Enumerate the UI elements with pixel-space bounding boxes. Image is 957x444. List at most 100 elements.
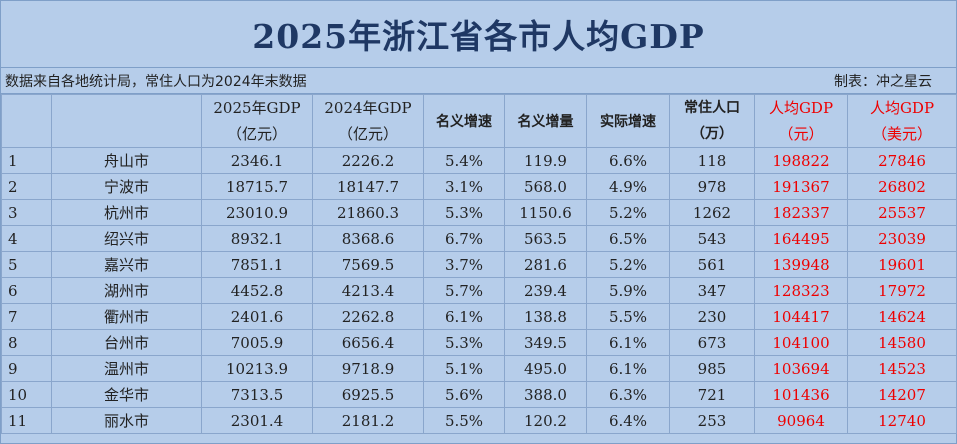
cell-rank: 9 xyxy=(1,355,52,382)
cell-city: 衢州市 xyxy=(51,303,202,330)
cell-gdp-2025: 23010.9 xyxy=(201,199,313,226)
cell-gdp-2024: 6656.4 xyxy=(312,329,424,356)
cell-nominal-increase: 281.6 xyxy=(504,251,587,278)
cell-nominal-increase: 119.9 xyxy=(504,147,587,174)
cell-per-capita-usd: 25537 xyxy=(847,199,957,226)
header-city xyxy=(51,94,202,148)
cell-per-capita-cny: 198822 xyxy=(754,147,848,174)
cell-rank: 10 xyxy=(1,381,52,408)
table-row: 9 温州市 10213.9 9718.9 5.1% 495.0 6.1% 985 103694 1… xyxy=(1,355,957,382)
cell-rank: 2 xyxy=(1,173,52,200)
header-per-capita-cny-label: 人均GDP xyxy=(768,99,834,117)
cell-gdp-2024: 8368.6 xyxy=(312,225,424,252)
cell-per-capita-usd: 14624 xyxy=(847,303,957,330)
header-real-growth: 实际增速 xyxy=(586,94,670,148)
header-population-label: 常住人口 xyxy=(684,100,740,116)
table-row: 1 舟山市 2346.1 2226.2 5.4% 119.9 6.6% 118 198822 27… xyxy=(1,147,957,174)
cell-nominal-increase: 120.2 xyxy=(504,407,587,434)
cell-gdp-2024: 9718.9 xyxy=(312,355,424,382)
cell-gdp-2024: 18147.7 xyxy=(312,173,424,200)
cell-per-capita-cny: 103694 xyxy=(754,355,848,382)
cell-per-capita-cny: 104100 xyxy=(754,329,848,356)
cell-population: 253 xyxy=(669,407,755,434)
table-row: 6 湖州市 4452.8 4213.4 5.7% 239.4 5.9% 347 128323 17… xyxy=(1,277,957,304)
cell-city: 杭州市 xyxy=(51,199,202,226)
cell-rank: 6 xyxy=(1,277,52,304)
cell-nominal-increase: 563.5 xyxy=(504,225,587,252)
cell-per-capita-usd: 14207 xyxy=(847,381,957,408)
cell-nominal-increase: 138.8 xyxy=(504,303,587,330)
cell-per-capita-usd: 14523 xyxy=(847,355,957,382)
cell-real-growth: 5.2% xyxy=(586,251,670,278)
cell-nominal-growth: 5.6% xyxy=(423,381,505,408)
cell-gdp-2025: 2401.6 xyxy=(201,303,313,330)
cell-nominal-growth: 5.4% xyxy=(423,147,505,174)
header-gdp-2025: 2025年GDP （亿元） xyxy=(201,94,313,148)
cell-per-capita-cny: 139948 xyxy=(754,251,848,278)
cell-per-capita-cny: 182337 xyxy=(754,199,848,226)
cell-gdp-2024: 6925.5 xyxy=(312,381,424,408)
cell-per-capita-usd: 12740 xyxy=(847,407,957,434)
table-row: 2 宁波市 18715.7 18147.7 3.1% 568.0 4.9% 978 191367… xyxy=(1,173,957,200)
cell-gdp-2025: 10213.9 xyxy=(201,355,313,382)
cell-real-growth: 5.9% xyxy=(586,277,670,304)
cell-per-capita-usd: 26802 xyxy=(847,173,957,200)
cell-city: 宁波市 xyxy=(51,173,202,200)
cell-city: 舟山市 xyxy=(51,147,202,174)
cell-city: 湖州市 xyxy=(51,277,202,304)
cell-population: 561 xyxy=(669,251,755,278)
header-per-capita-usd-unit: （美元） xyxy=(871,125,932,143)
table-row: 5 嘉兴市 7851.1 7569.5 3.7% 281.6 5.2% 561 139948 19… xyxy=(1,251,957,278)
cell-city: 金华市 xyxy=(51,381,202,408)
cell-gdp-2025: 4452.8 xyxy=(201,277,313,304)
cell-nominal-growth: 3.7% xyxy=(423,251,505,278)
cell-per-capita-usd: 23039 xyxy=(847,225,957,252)
cell-rank: 1 xyxy=(1,147,52,174)
cell-city: 嘉兴市 xyxy=(51,251,202,278)
cell-nominal-growth: 6.7% xyxy=(423,225,505,252)
cell-nominal-growth: 5.7% xyxy=(423,277,505,304)
cell-population: 721 xyxy=(669,381,755,408)
cell-real-growth: 6.1% xyxy=(586,329,670,356)
cell-gdp-2024: 21860.3 xyxy=(312,199,424,226)
header-gdp-2024: 2024年GDP （亿元） xyxy=(312,94,424,148)
cell-nominal-growth: 5.3% xyxy=(423,199,505,226)
cell-nominal-growth: 5.5% xyxy=(423,407,505,434)
cell-gdp-2025: 2346.1 xyxy=(201,147,313,174)
cell-real-growth: 6.5% xyxy=(586,225,670,252)
cell-per-capita-cny: 164495 xyxy=(754,225,848,252)
cell-per-capita-cny: 128323 xyxy=(754,277,848,304)
header-population-unit: （万） xyxy=(691,126,733,142)
table-row: 4 绍兴市 8932.1 8368.6 6.7% 563.5 6.5% 543 164495 23… xyxy=(1,225,957,252)
cell-city: 丽水市 xyxy=(51,407,202,434)
gdp-table: 2025年GDP （亿元） 2024年GDP （亿元） 名义增速 名义增量 实际… xyxy=(1,94,957,434)
cell-per-capita-usd: 17972 xyxy=(847,277,957,304)
cell-nominal-growth: 5.3% xyxy=(423,329,505,356)
cell-gdp-2024: 7569.5 xyxy=(312,251,424,278)
table-row: 3 杭州市 23010.9 21860.3 5.3% 1150.6 5.2% 1262 1823… xyxy=(1,199,957,226)
header-nominal-increase: 名义增量 xyxy=(504,94,587,148)
cell-nominal-increase: 349.5 xyxy=(504,329,587,356)
cell-nominal-increase: 239.4 xyxy=(504,277,587,304)
cell-per-capita-usd: 14580 xyxy=(847,329,957,356)
cell-city: 绍兴市 xyxy=(51,225,202,252)
cell-real-growth: 5.2% xyxy=(586,199,670,226)
cell-population: 230 xyxy=(669,303,755,330)
cell-gdp-2025: 18715.7 xyxy=(201,173,313,200)
table-row: 10 金华市 7313.5 6925.5 5.6% 388.0 6.3% 721 101436 1… xyxy=(1,381,957,408)
cell-gdp-2024: 4213.4 xyxy=(312,277,424,304)
cell-nominal-growth: 5.1% xyxy=(423,355,505,382)
header-population: 常住人口 （万） xyxy=(669,94,755,148)
table-row: 8 台州市 7005.9 6656.4 5.3% 349.5 6.1% 673 104100 14… xyxy=(1,329,957,356)
cell-rank: 11 xyxy=(1,407,52,434)
cell-rank: 8 xyxy=(1,329,52,356)
cell-population: 543 xyxy=(669,225,755,252)
cell-nominal-growth: 6.1% xyxy=(423,303,505,330)
cell-real-growth: 6.6% xyxy=(586,147,670,174)
cell-real-growth: 5.5% xyxy=(586,303,670,330)
cell-rank: 4 xyxy=(1,225,52,252)
table-row: 11 丽水市 2301.4 2181.2 5.5% 120.2 6.4% 253 90964 12… xyxy=(1,407,957,434)
page-title: 2025年浙江省各市人均GDP xyxy=(1,1,956,68)
cell-per-capita-cny: 101436 xyxy=(754,381,848,408)
cell-city: 温州市 xyxy=(51,355,202,382)
